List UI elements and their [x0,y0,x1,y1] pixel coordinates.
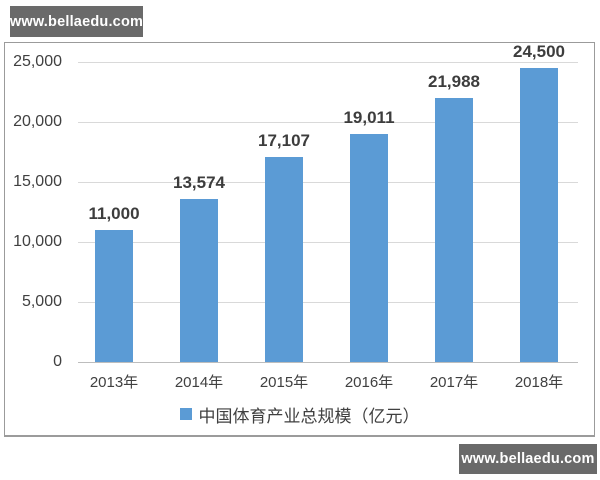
legend-swatch-icon [179,408,192,420]
legend-label: 中国体育产业总规模（亿元） [198,406,420,426]
watermark-top-left: www.bellaedu.com [10,6,143,37]
chart-frame [4,42,595,437]
chart-legend: 中国体育产业总规模（亿元） [4,402,595,426]
watermark-bottom-right: www.bellaedu.com [459,444,597,474]
